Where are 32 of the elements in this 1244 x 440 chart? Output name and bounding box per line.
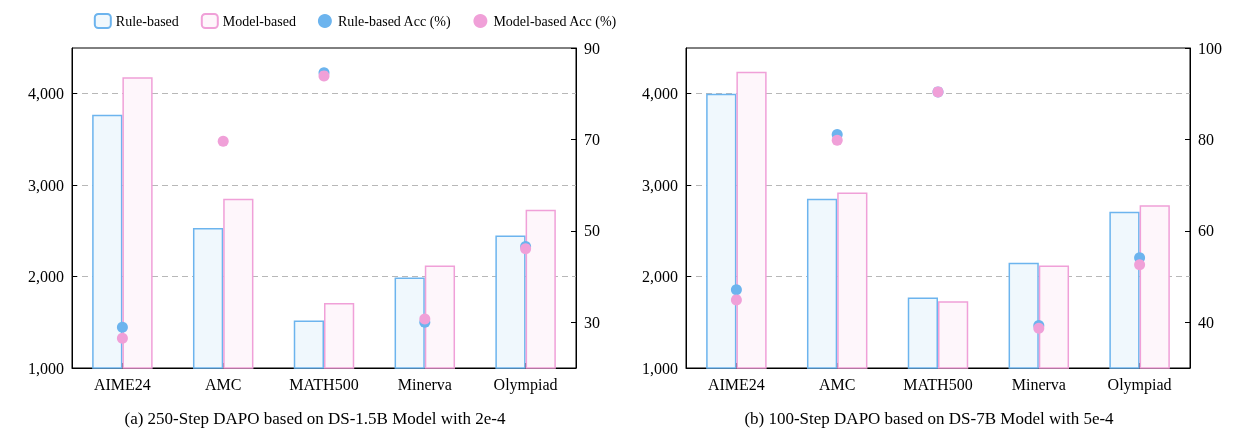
y-tick-label: 1,000 bbox=[28, 359, 64, 377]
legend-label: Rule-based bbox=[115, 13, 179, 29]
x-tick-label: AIME24 bbox=[93, 375, 151, 393]
y2-tick-label: 40 bbox=[1198, 313, 1214, 331]
y-tick-label: 3,000 bbox=[28, 176, 64, 194]
text: (b) 100-Step DAPO based on DS-7B Model with 5e-4 bbox=[744, 409, 1115, 428]
x-tick-label: AMC bbox=[204, 375, 242, 393]
x-tick-label: MATH500 bbox=[289, 375, 359, 393]
legend-label: Rule-based Acc (%) bbox=[337, 13, 451, 30]
x-tick-label: AMC bbox=[818, 375, 856, 393]
y-tick-label: 4,000 bbox=[642, 85, 678, 103]
legend-label: Model-based Acc (%) bbox=[493, 13, 617, 30]
y2-tick-label: 100 bbox=[1198, 39, 1222, 57]
x-tick-label: AIME24 bbox=[707, 375, 765, 393]
y-tick-label: 4,000 bbox=[28, 85, 64, 103]
y2-tick-label: 30 bbox=[584, 313, 600, 331]
y-tick-label: 2,000 bbox=[28, 268, 64, 286]
y-tick-label: 3,000 bbox=[642, 176, 678, 194]
x-tick-label: Olympiad bbox=[493, 375, 558, 394]
x-tick-label: Olympiad bbox=[1107, 375, 1172, 394]
y2-tick-label: 60 bbox=[1198, 222, 1214, 240]
legend-label: Model-based bbox=[222, 13, 296, 29]
y-tick-label: 1,000 bbox=[642, 359, 678, 377]
y2-tick-label: 70 bbox=[584, 130, 600, 148]
y2-tick-label: 80 bbox=[1198, 130, 1214, 148]
x-tick-label: MATH500 bbox=[903, 375, 973, 393]
text: (a) 250-Step DAPO based on DS-1.5B Model with 2e-4 bbox=[124, 409, 507, 428]
y-tick-label: 2,000 bbox=[642, 268, 678, 286]
y2-tick-label: 90 bbox=[584, 39, 600, 57]
x-tick-label: Minerva bbox=[397, 375, 452, 393]
y2-tick-label: 50 bbox=[584, 222, 600, 240]
x-tick-label: Minerva bbox=[1011, 375, 1066, 393]
